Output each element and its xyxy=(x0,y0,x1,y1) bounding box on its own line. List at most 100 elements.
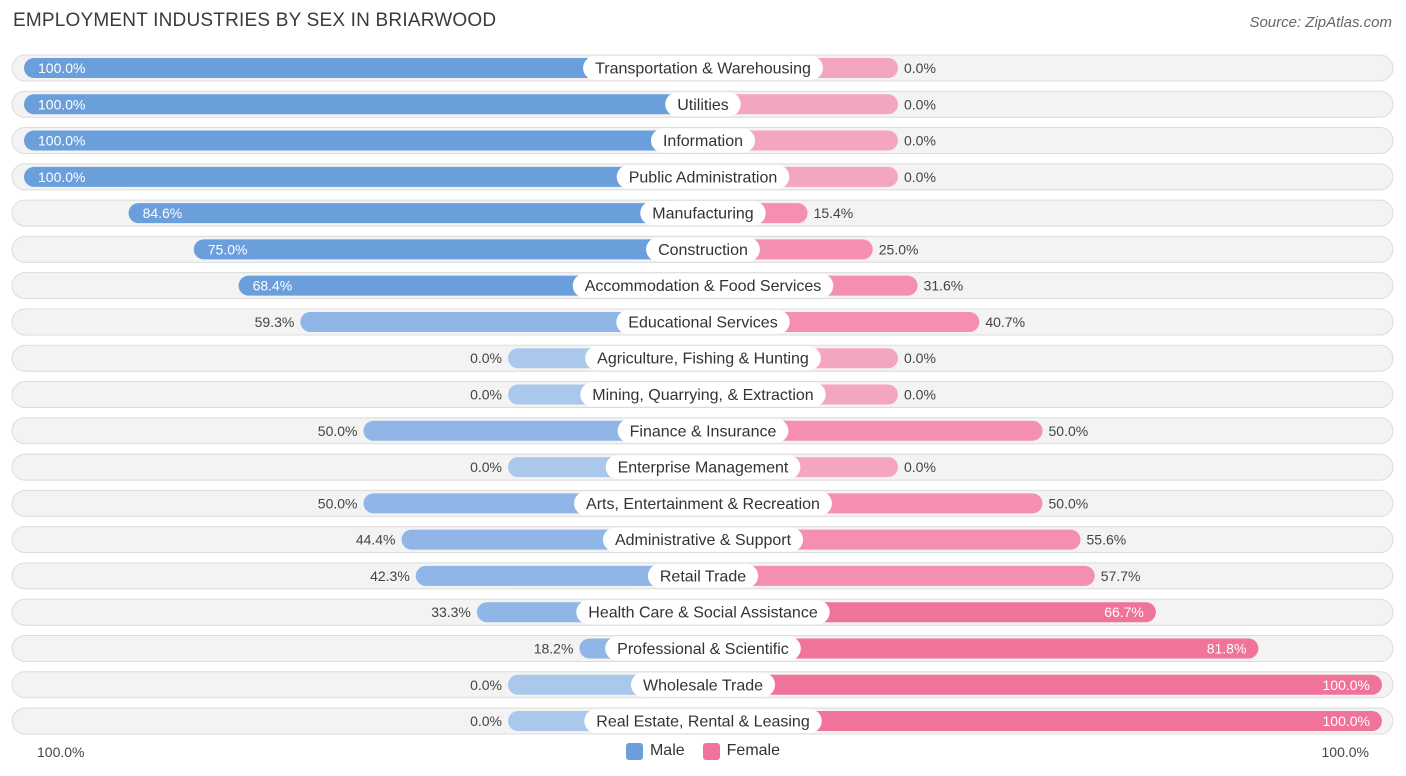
category-pill xyxy=(580,382,826,407)
male-bar[interactable] xyxy=(415,565,703,586)
female-value-label: 57.7% xyxy=(1101,568,1141,584)
male-value-label: 0.0% xyxy=(470,459,502,475)
category-pill xyxy=(616,164,790,189)
category-label: Manufacturing xyxy=(652,206,753,223)
female-bar[interactable] xyxy=(703,711,1382,732)
chart-canvas: 100.0% 0.0%Transportation & Warehousing10… xyxy=(11,54,1394,735)
female-value-label: 81.8% xyxy=(1207,640,1247,656)
male-bar[interactable] xyxy=(24,94,703,115)
category-label: Health Care & Social Assistance xyxy=(588,605,818,622)
legend-male-label: Male xyxy=(649,742,685,759)
female-bar[interactable] xyxy=(703,638,1259,659)
male-value-label: 100.0% xyxy=(38,133,85,149)
category-label: Public Administration xyxy=(629,169,778,186)
male-swatch xyxy=(625,742,643,760)
male-value-label: 50.0% xyxy=(318,495,358,511)
male-bar[interactable] xyxy=(24,58,703,78)
male-value-label: 44.4% xyxy=(356,532,396,548)
category-label: Information xyxy=(663,133,743,150)
male-value-label: 68.4% xyxy=(253,278,293,294)
male-value-label: 75.0% xyxy=(208,241,248,257)
chart-row: 0.0% 0.0% Agriculture, Fishing & Hunting xyxy=(11,344,1394,372)
legend-item-female[interactable]: Female xyxy=(702,742,781,760)
female-bar[interactable] xyxy=(703,565,1095,586)
category-label: Professional & Scientific xyxy=(617,641,789,658)
chart-row: 44.4% 55.6% Administrative & Support xyxy=(11,526,1394,554)
chart-row: 100.0% 0.0% Utilities xyxy=(11,90,1394,118)
chart-title: Employment Industries by Sex in Briarwoo… xyxy=(13,10,497,31)
male-bar[interactable] xyxy=(24,166,703,187)
male-bar[interactable] xyxy=(300,311,703,332)
male-bar[interactable] xyxy=(363,420,704,441)
female-value-label: 0.0% xyxy=(904,459,936,475)
male-value-label: 100.0% xyxy=(38,96,85,112)
category-label: Accommodation & Food Services xyxy=(585,278,822,295)
chart-row: 50.0% 50.0% Finance & Insurance xyxy=(11,417,1394,445)
category-label: Retail Trade xyxy=(660,568,746,585)
female-value-label: 0.0% xyxy=(904,60,936,76)
male-value-label: 100.0% xyxy=(38,169,85,185)
female-value-label: 25.0% xyxy=(879,241,919,257)
category-pill xyxy=(647,563,759,588)
chart-row: 75.0% 25.0% Construction xyxy=(11,235,1394,263)
male-value-label: 0.0% xyxy=(470,677,502,693)
category-pill xyxy=(602,527,804,552)
female-swatch xyxy=(702,742,720,760)
axis-left-label: 100.0% xyxy=(37,744,85,760)
female-bar[interactable] xyxy=(703,420,1043,441)
legend-item-male[interactable]: Male xyxy=(625,742,685,760)
chart-row: 18.2% 81.8% Professional & Scientific xyxy=(11,634,1394,662)
chart-row: 68.4% 31.6% Accommodation & Food Services xyxy=(11,272,1394,300)
female-value-label: 0.0% xyxy=(904,350,936,366)
female-value-label: 50.0% xyxy=(1049,495,1089,511)
male-value-label: 59.3% xyxy=(255,314,295,330)
category-pill xyxy=(630,672,776,697)
category-pill xyxy=(665,92,741,117)
category-label: Administrative & Support xyxy=(615,532,792,549)
category-label: Transportation & Warehousing xyxy=(595,61,811,78)
chart-row: 59.3% 40.7% Educational Services xyxy=(11,308,1394,336)
male-bar[interactable] xyxy=(24,130,703,151)
chart-row: 100.0% 0.0% Information xyxy=(11,127,1394,155)
male-value-label: 33.3% xyxy=(431,604,471,620)
male-value-label: 0.0% xyxy=(470,387,502,403)
chart-row: 0.0% 0.0% Mining, Quarrying, & Extraction xyxy=(11,381,1394,409)
legend: Male Female xyxy=(0,742,1406,760)
category-pill xyxy=(574,491,832,516)
category-pill xyxy=(576,600,830,625)
female-bar[interactable] xyxy=(703,94,898,115)
chart-row: 42.3% 57.7% Retail Trade xyxy=(11,562,1394,590)
category-label: Utilities xyxy=(677,97,729,114)
male-bar[interactable] xyxy=(128,203,704,224)
category-label: Educational Services xyxy=(628,314,777,331)
female-value-label: 55.6% xyxy=(1087,532,1127,548)
female-value-label: 0.0% xyxy=(904,169,936,185)
female-value-label: 100.0% xyxy=(1323,713,1370,729)
chart-row: 0.0% 100.0% Real Estate, Rental & Leasing xyxy=(11,707,1394,735)
male-value-label: 18.2% xyxy=(534,640,574,656)
male-value-label: 42.3% xyxy=(370,568,410,584)
male-value-label: 50.0% xyxy=(318,423,358,439)
female-bar[interactable] xyxy=(703,674,1382,695)
female-value-label: 31.6% xyxy=(924,278,964,294)
male-value-label: 100.0% xyxy=(38,60,85,76)
chart-row: 100.0% 0.0% Public Administration xyxy=(11,163,1394,191)
legend-female-label: Female xyxy=(726,742,781,759)
female-value-label: 0.0% xyxy=(904,96,936,112)
male-bar[interactable] xyxy=(193,239,703,260)
category-pill xyxy=(646,237,760,262)
chart-row: 0.0% 0.0% Enterprise Management xyxy=(11,453,1394,481)
category-label: Arts, Entertainment & Recreation xyxy=(586,496,820,513)
category-label: Construction xyxy=(658,242,748,259)
category-pill xyxy=(617,418,789,443)
female-value-label: 66.7% xyxy=(1104,604,1144,620)
male-value-label: 84.6% xyxy=(143,205,183,221)
category-pill xyxy=(585,346,821,371)
male-value-label: 0.0% xyxy=(470,350,502,366)
chart-row: 100.0% 0.0% Transportation & Warehousing xyxy=(11,54,1394,82)
male-value-label: 0.0% xyxy=(470,713,502,729)
category-pill xyxy=(616,309,790,334)
female-value-label: 50.0% xyxy=(1049,423,1089,439)
category-pill xyxy=(640,201,766,226)
category-label: Real Estate, Rental & Leasing xyxy=(596,714,809,731)
